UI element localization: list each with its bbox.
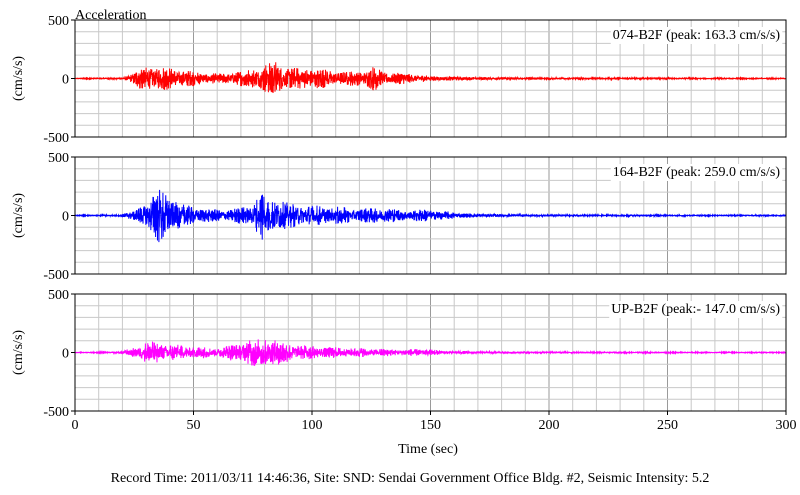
y-tick-label: 500 <box>48 14 69 29</box>
panel-1: -500 0 500 (cm/s/s) 164-B2F (peak: 259.0 cm/… <box>11 151 787 283</box>
panel-label-bg <box>610 164 783 181</box>
y-tick-label: 500 <box>48 288 69 303</box>
y-tick-label: 0 <box>62 73 69 88</box>
x-tick-label: 150 <box>420 418 441 433</box>
panel-label: 074-B2F (peak: 163.3 cm/s/s) <box>613 28 781 43</box>
y-axis-label: (cm/s/s) <box>11 56 26 101</box>
panel-0: -500 0 500 (cm/s/s) 074-B2F (peak: 163.3 cm/… <box>11 14 787 146</box>
panel-label: UP-B2F (peak:- 147.0 cm/s/s) <box>611 302 780 317</box>
series-waveform-1 <box>74 189 787 243</box>
y-tick-label: 0 <box>62 210 69 225</box>
panel-2: -500 0 500 (cm/s/s) UP-B2F (peak:- 147.0 cm/… <box>11 288 787 420</box>
y-axis-label: (cm/s/s) <box>11 193 26 238</box>
x-tick-label: 300 <box>776 418 797 433</box>
y-tick-label: 0 <box>62 347 69 362</box>
x-tick-label: 250 <box>657 418 678 433</box>
top-label: Acceleration <box>75 8 147 23</box>
panel-label-bg <box>609 301 783 318</box>
x-tick-label: 100 <box>302 418 323 433</box>
x-tick-label: 200 <box>539 418 560 433</box>
y-tick-label: -500 <box>43 131 69 146</box>
panel-label: 164-B2F (peak: 259.0 cm/s/s) <box>613 165 781 180</box>
series-waveform-0 <box>74 62 787 93</box>
y-tick-label: 500 <box>48 151 69 166</box>
series-waveform-2 <box>74 339 787 366</box>
x-tick-label: 50 <box>187 418 201 433</box>
y-tick-label: -500 <box>43 405 69 420</box>
x-tick-label: 0 <box>72 418 79 433</box>
y-axis-label: (cm/s/s) <box>11 330 26 375</box>
y-tick-label: -500 <box>43 268 69 283</box>
x-axis-label: Time (sec) <box>398 442 458 457</box>
panel-label-bg <box>610 27 783 44</box>
footer-text: Record Time: 2011/03/11 14:46:36, Site: … <box>111 471 710 486</box>
